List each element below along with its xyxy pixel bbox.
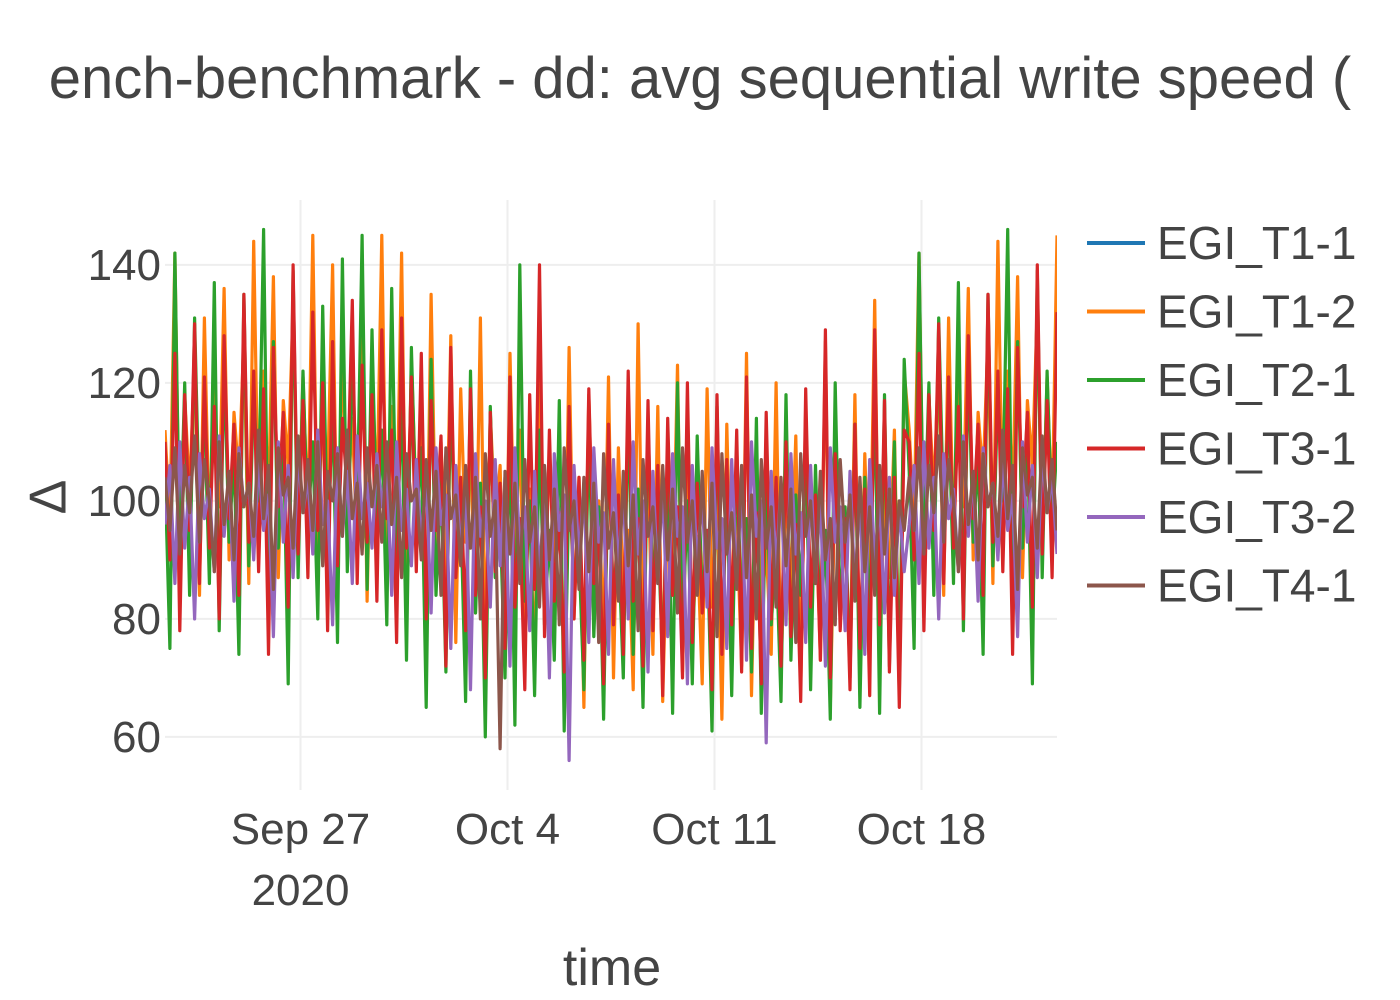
x-tick-label: Oct 18	[857, 805, 987, 854]
y-tick-label: 60	[112, 713, 161, 762]
legend-label: EGI_T4-1	[1157, 560, 1356, 612]
y-axis-title: Δ	[20, 480, 78, 515]
legend-label: EGI_T1-2	[1157, 286, 1356, 338]
legend-label: EGI_T2-1	[1157, 354, 1356, 406]
legend-item-egi_t1-2[interactable]: EGI_T1-2	[1087, 286, 1356, 338]
series-line-egi_t4-1	[165, 428, 1057, 751]
plot-area	[165, 227, 1057, 763]
series-line-egi_t3-2	[165, 428, 1057, 763]
legend[interactable]: EGI_T1-1 EGI_T1-2 EGI_T2-1 EGI_T3-1 EGI_T3-2…	[1087, 217, 1356, 612]
x-tick-year-label: 2020	[252, 866, 350, 915]
chart-title: ench-benchmark - dd: avg sequential writ…	[49, 46, 1351, 111]
legend-item-egi_t3-2[interactable]: EGI_T3-2	[1087, 491, 1356, 543]
x-axis-title: time	[563, 939, 661, 997]
x-tick-label: Oct 4	[455, 805, 560, 854]
legend-item-egi_t3-1[interactable]: EGI_T3-1	[1087, 423, 1356, 475]
x-tick-label: Sep 27	[231, 805, 370, 854]
x-axis-ticks: Sep 27 2020 Oct 4 Oct 11 Oct 18	[231, 805, 986, 915]
legend-item-egi_t1-1[interactable]: EGI_T1-1	[1087, 217, 1356, 269]
legend-label: EGI_T3-2	[1157, 491, 1356, 543]
y-tick-label: 120	[88, 359, 161, 408]
x-tick-label: Oct 11	[651, 805, 777, 854]
legend-label: EGI_T1-1	[1157, 217, 1356, 269]
legend-item-egi_t4-1[interactable]: EGI_T4-1	[1087, 560, 1356, 612]
legend-label: EGI_T3-1	[1157, 423, 1356, 475]
legend-item-egi_t2-1[interactable]: EGI_T2-1	[1087, 354, 1356, 406]
y-tick-label: 80	[112, 595, 161, 644]
y-axis-ticks: 60 80 100 120 140	[88, 241, 161, 762]
y-tick-label: 100	[88, 477, 161, 526]
y-tick-label: 140	[88, 241, 161, 290]
